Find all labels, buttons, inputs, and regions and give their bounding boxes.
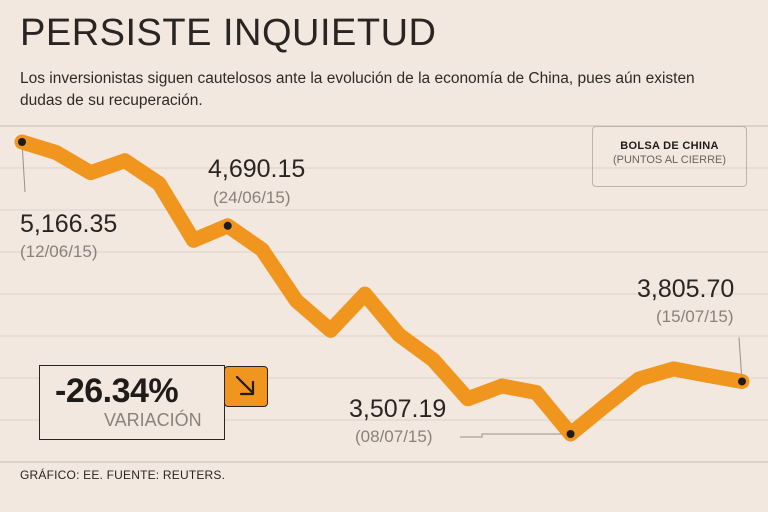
series-line	[14, 134, 750, 442]
legend-subtitle: (PUNTOS AL CIERRE)	[612, 154, 727, 166]
annotation-date-3: (08/07/15)	[355, 427, 433, 446]
annotation-value-2: 4,690.15	[208, 155, 306, 183]
variation-label: VARIACIÓN	[104, 410, 202, 430]
highlight-point-2	[223, 221, 232, 230]
arrow-down-right-icon	[224, 366, 268, 407]
annotation-value-3: 3,507.19	[349, 395, 447, 423]
annotation-date-1: (12/06/15)	[20, 242, 98, 261]
highlight-point-1	[18, 138, 26, 146]
annotation-date-2: (24/06/15)	[213, 188, 291, 207]
highlight-point-3	[566, 430, 575, 438]
chart-title: PERSISTE INQUIETUD	[20, 12, 437, 54]
legend-box: BOLSA DE CHINA (PUNTOS AL CIERRE)	[592, 126, 747, 187]
variation-percent: -26.34%	[55, 372, 179, 410]
variation-box: -26.34% VARIACIÓN	[39, 365, 225, 440]
source-footer: GRÁFICO: EE. FUENTE: REUTERS.	[20, 468, 226, 482]
highlight-point-4	[738, 377, 746, 386]
chart-subtitle: Los inversionistas siguen cautelosos ant…	[20, 70, 695, 109]
legend-title: BOLSA DE CHINA	[620, 140, 719, 152]
annotation-leader	[21, 141, 26, 193]
annotation-date-4: (15/07/15)	[656, 307, 734, 326]
annotation-leader	[460, 433, 571, 438]
annotation-value-1: 5,166.35	[20, 210, 118, 238]
annotation-value-4: 3,805.70	[637, 275, 735, 303]
